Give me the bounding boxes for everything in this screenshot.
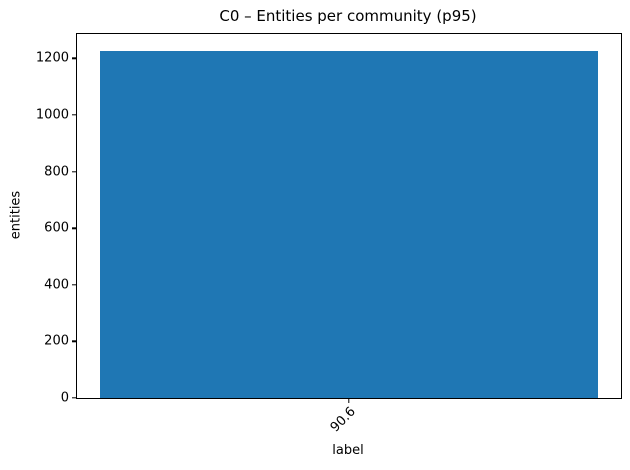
y-tick-label: 600 — [44, 220, 69, 236]
y-tick — [72, 340, 76, 343]
plot-area: 0 200 400 600 800 1000 1200 90.6 — [36, 33, 622, 435]
x-axis-label: label — [332, 443, 364, 458]
y-tick — [72, 284, 76, 286]
y-tick-label: 0 — [60, 390, 69, 406]
y-axis-label: entities — [8, 190, 24, 240]
y-tick-label: 1000 — [35, 107, 69, 123]
y-tick — [72, 397, 76, 399]
y-tick — [72, 227, 76, 229]
y-tick — [72, 114, 76, 116]
y-tick-label: 400 — [44, 277, 69, 293]
y-tick — [72, 170, 76, 173]
bar — [100, 51, 598, 398]
y-tick-label: 200 — [44, 333, 69, 349]
y-tick-label: 1200 — [35, 50, 69, 66]
y-tick-label: 800 — [44, 164, 69, 180]
x-tick-label: 90.6 — [327, 404, 359, 436]
x-tick — [348, 398, 350, 403]
chart-title: C0 – Entities per community (p95) — [219, 7, 477, 25]
y-tick — [72, 57, 76, 60]
